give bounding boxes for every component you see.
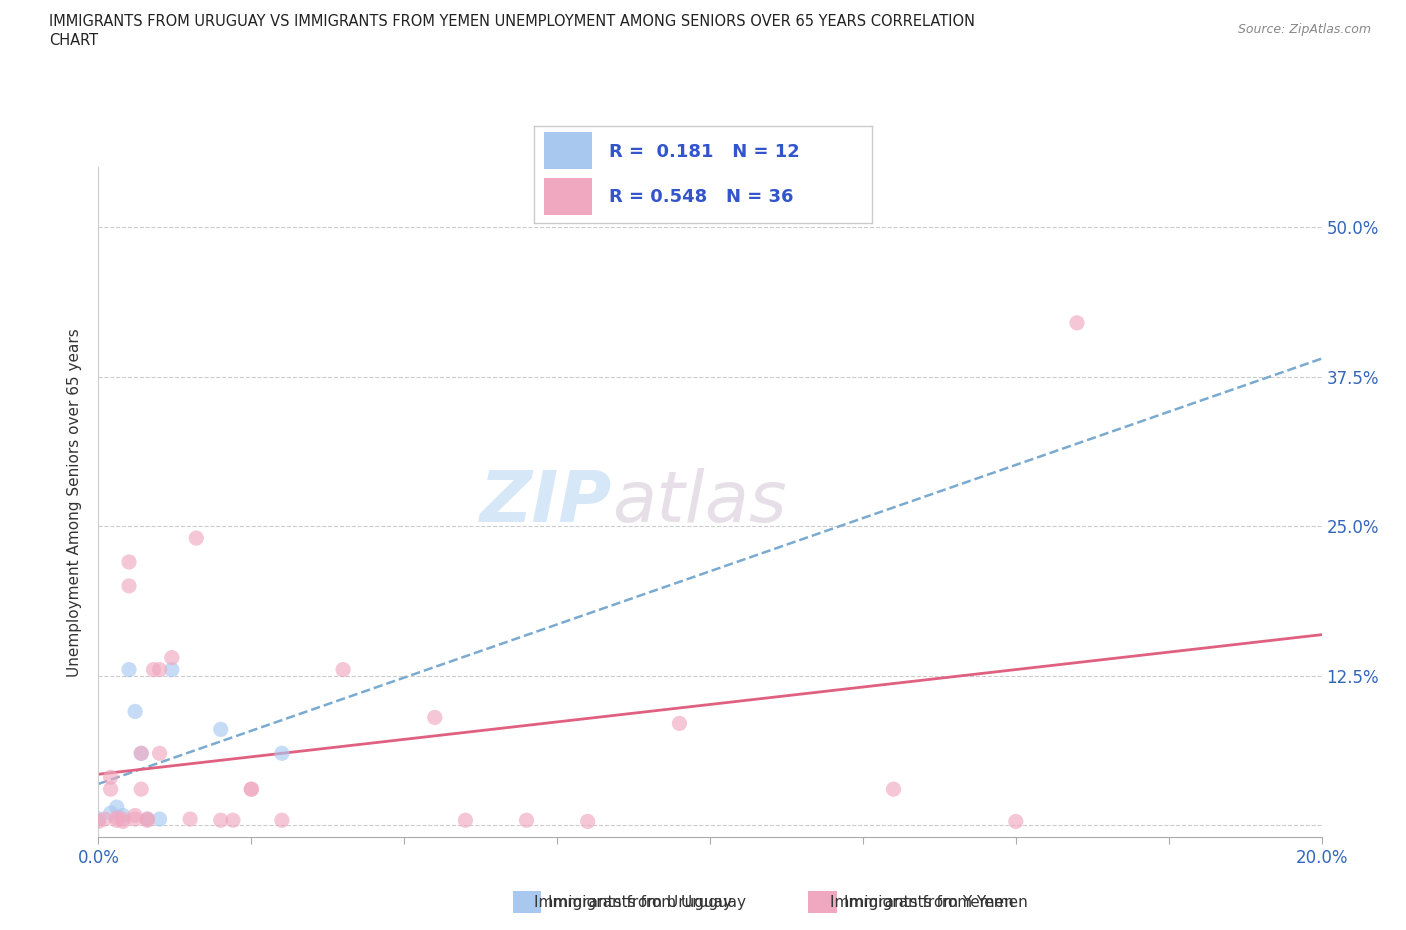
Point (111, 808, 134, 823)
Point (209, 722, 232, 737)
Point (124, 808, 146, 823)
Point (423, 710, 446, 724)
Point (87, 812, 110, 827)
Point (1066, 315, 1088, 330)
Point (270, 813, 292, 828)
Text: Source: ZipAtlas.com: Source: ZipAtlas.com (1237, 23, 1371, 36)
Point (240, 782, 263, 797)
Point (105, 813, 128, 828)
Text: R =  0.181   N = 12: R = 0.181 N = 12 (609, 143, 799, 161)
Point (87, 814, 110, 829)
Point (186, 531, 208, 546)
Point (124, 704, 146, 719)
Point (124, 812, 146, 827)
Point (118, 662, 141, 677)
Text: Immigrants from Uruguay: Immigrants from Uruguay (548, 895, 747, 910)
Bar (544, 179, 592, 216)
Bar (513, 891, 541, 913)
Point (454, 813, 477, 828)
Point (270, 746, 292, 761)
Point (118, 578, 141, 593)
Point (668, 716, 690, 731)
Point (105, 810, 128, 825)
Point (222, 813, 245, 828)
Point (576, 814, 599, 829)
Point (332, 662, 354, 677)
Point (100, 770, 122, 785)
Point (118, 554, 141, 569)
Point (136, 812, 159, 827)
Bar (544, 132, 592, 169)
Point (129, 746, 152, 761)
Point (179, 812, 201, 827)
Point (111, 814, 134, 829)
Point (100, 805, 122, 820)
Point (111, 812, 134, 827)
Text: Immigrants from Uruguay: Immigrants from Uruguay (534, 895, 733, 910)
Text: CHART: CHART (49, 33, 98, 47)
Point (209, 813, 232, 828)
Point (136, 813, 159, 828)
Point (516, 813, 538, 828)
Point (149, 662, 172, 677)
Point (240, 782, 263, 797)
Text: ZIP: ZIP (479, 468, 612, 537)
Text: R = 0.548   N = 36: R = 0.548 N = 36 (609, 188, 793, 206)
Point (129, 746, 152, 761)
Bar (808, 891, 837, 913)
Point (883, 782, 905, 797)
Point (149, 812, 172, 827)
Y-axis label: Unemployment Among Seniors over 65 years: Unemployment Among Seniors over 65 years (67, 328, 83, 677)
Text: Immigrants from Yemen: Immigrants from Yemen (844, 895, 1028, 910)
Point (149, 746, 172, 761)
Text: atlas: atlas (612, 468, 787, 537)
Text: IMMIGRANTS FROM URUGUAY VS IMMIGRANTS FROM YEMEN UNEMPLOYMENT AMONG SENIORS OVER: IMMIGRANTS FROM URUGUAY VS IMMIGRANTS FR… (49, 14, 976, 29)
Text: Immigrants from Yemen: Immigrants from Yemen (830, 895, 1014, 910)
Point (129, 782, 152, 797)
Point (160, 662, 183, 677)
Point (1004, 814, 1026, 829)
Point (160, 650, 183, 665)
Point (93, 812, 115, 827)
Point (142, 662, 165, 677)
Point (100, 782, 122, 797)
Point (136, 812, 159, 827)
Point (105, 800, 128, 815)
